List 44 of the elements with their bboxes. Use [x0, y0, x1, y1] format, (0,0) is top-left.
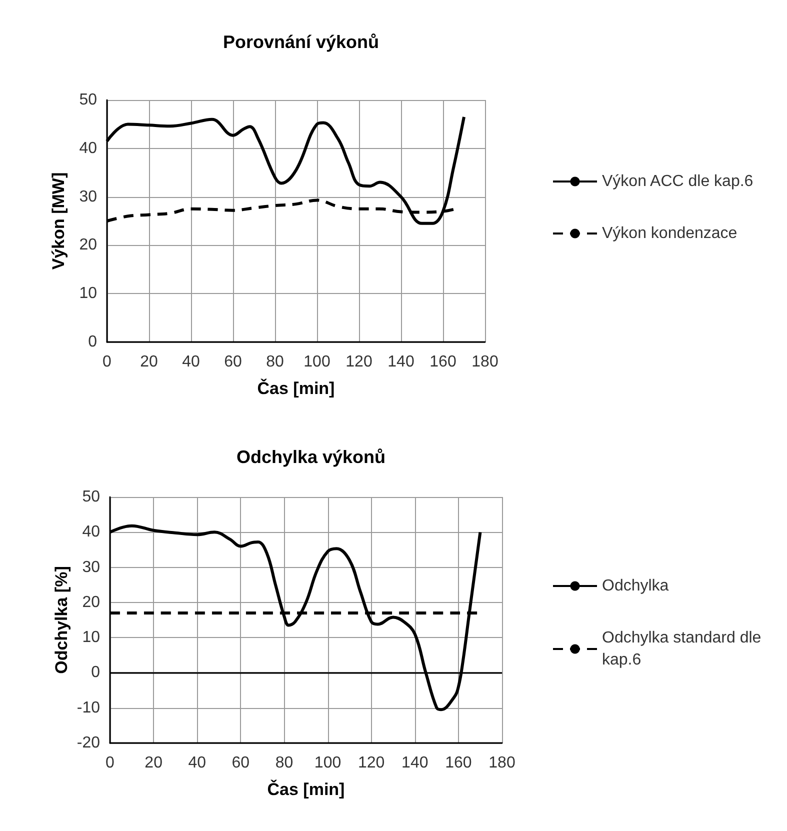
x-tick-label: 0: [102, 354, 112, 370]
y-tick-label: 40: [82, 524, 100, 541]
x-tick-label: 100: [304, 354, 330, 370]
y-tick-label: 30: [82, 558, 100, 576]
y-tick-label: 50: [82, 488, 100, 506]
y-tick-label: 10: [82, 629, 100, 646]
y-axis-title: Výkon [MW]: [49, 172, 68, 270]
x-tick-label: 0: [106, 754, 115, 772]
x-tick-label: 20: [144, 754, 163, 772]
legend-label: Odchylka standard dle kap.6: [602, 630, 766, 668]
x-tick-label: 140: [402, 754, 428, 772]
y-tick-label: 20: [82, 594, 100, 611]
x-tick-label: 120: [346, 354, 372, 370]
legend-label: Výkon kondenzace: [602, 225, 738, 242]
y-tick-label: 40: [79, 140, 98, 157]
x-tick-label: 60: [224, 354, 242, 370]
x-tick-label: 180: [472, 354, 498, 370]
legend-label: Výkon ACC dle kap.6: [602, 173, 754, 190]
y-tick-label: -20: [76, 734, 100, 752]
x-tick-label: 80: [275, 754, 294, 772]
x-tick-label: 60: [232, 754, 250, 772]
y-tick-label: 20: [79, 236, 98, 254]
x-axis-title: Čas [min]: [267, 779, 345, 799]
legend-label: Odchylka: [602, 578, 669, 594]
x-axis-title: Čas [min]: [257, 378, 335, 398]
chart-title: Odchylka výkonů: [236, 447, 386, 467]
x-tick-label: 40: [182, 354, 200, 370]
y-tick-label: -10: [76, 699, 100, 716]
x-tick-label: 180: [488, 754, 516, 772]
y-tick-label: 30: [79, 188, 98, 206]
y-tick-label: 0: [91, 664, 100, 682]
x-tick-label: 20: [140, 354, 158, 370]
y-axis-title: Odchylka [%]: [52, 566, 71, 674]
x-tick-label: 40: [188, 754, 206, 772]
x-tick-label: 160: [445, 754, 472, 772]
y-tick-label: 0: [88, 334, 98, 350]
x-tick-label: 120: [358, 754, 385, 772]
x-tick-label: 160: [430, 354, 456, 370]
y-tick-label: 50: [79, 92, 98, 108]
x-tick-label: 80: [266, 354, 284, 370]
y-tick-label: 10: [79, 285, 98, 302]
x-tick-label: 140: [388, 354, 414, 370]
chart-title: Porovnání výkonů: [222, 32, 380, 52]
x-tick-label: 100: [314, 754, 342, 772]
